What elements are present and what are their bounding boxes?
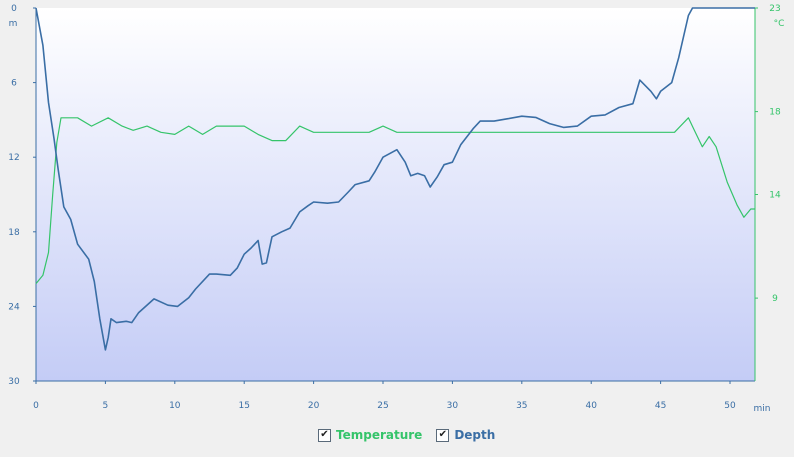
- depth-tick-label: 30: [8, 377, 20, 387]
- depth-unit-label: m: [9, 19, 18, 29]
- temperature-unit-label: °C: [774, 19, 785, 29]
- temperature-tick-label: 14: [769, 191, 781, 201]
- temperature-checkbox[interactable]: ✔: [318, 428, 331, 442]
- plot-area: [36, 8, 755, 381]
- depth-tick-label: 6: [11, 79, 17, 89]
- depth-series: [35, 7, 755, 351]
- temperature-line: [35, 117, 755, 284]
- legend: ✔ Temperature ✔ Depth: [318, 428, 495, 442]
- axes: 0 6 12 18 24 30 m 9 14 18 23 °C 0 5 10 15 20 25 30 35 40 45 50…: [8, 4, 784, 414]
- time-tick-label: 15: [238, 401, 249, 411]
- time-tick-label: 30: [447, 401, 459, 411]
- time-tick-label: 10: [169, 401, 181, 411]
- temperature-tick-label: 23: [769, 4, 780, 14]
- time-tick-label: 25: [377, 401, 388, 411]
- temperature-series: [35, 117, 755, 284]
- legend-item-depth[interactable]: ✔ Depth: [436, 428, 495, 442]
- depth-tick-label: 0: [11, 4, 17, 14]
- time-tick-label: 40: [585, 401, 597, 411]
- legend-item-temperature[interactable]: ✔ Temperature: [318, 428, 422, 442]
- depth-line: [35, 7, 755, 351]
- time-tick-label: 35: [516, 401, 527, 411]
- time-tick-label: 50: [724, 401, 736, 411]
- legend-label-temperature: Temperature: [336, 428, 423, 442]
- depth-checkbox[interactable]: ✔: [436, 428, 450, 442]
- depth-tick-label: 18: [8, 228, 20, 238]
- time-tick-label: 0: [33, 401, 39, 411]
- time-tick-label: 20: [308, 401, 320, 411]
- time-unit-label: min: [754, 404, 771, 414]
- depth-tick-label: 12: [8, 153, 19, 163]
- time-tick-label: 5: [103, 401, 109, 411]
- temperature-tick-label: 18: [769, 108, 781, 118]
- legend-label-depth: Depth: [454, 428, 496, 442]
- time-tick-label: 45: [655, 401, 666, 411]
- depth-tick-label: 24: [8, 302, 20, 312]
- temperature-tick-label: 9: [772, 294, 778, 304]
